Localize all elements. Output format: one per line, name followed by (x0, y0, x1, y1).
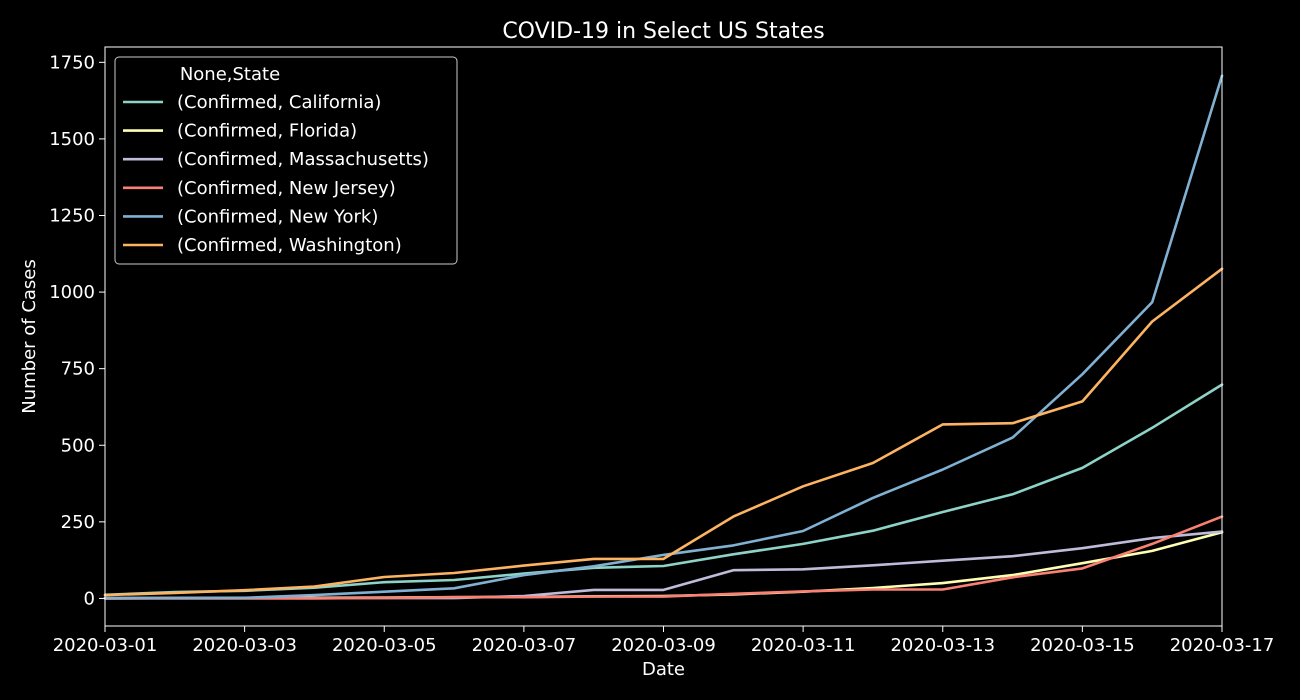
y-axis-title: Number of Cases (19, 259, 40, 414)
axes: 0 250 500 750 1000 1250 1500 1750 2020-03-01 2020… (19, 46, 1275, 680)
x-tick-label-8: 2020-03-17 (1170, 635, 1275, 656)
legend-entry-1: (Confirmed, Florida) (177, 121, 357, 142)
legend: None,State (Confirmed, California) (Confir… (114, 56, 458, 265)
series-lines (103, 74, 1224, 600)
legend-entry-3: (Confirmed, New Jersey) (177, 178, 396, 199)
y-tick-label-3: 750 (61, 359, 95, 380)
y-tick-label-0: 0 (84, 588, 95, 609)
x-tick-label-4: 2020-03-09 (611, 635, 716, 656)
legend-entry-4: (Confirmed, New York) (177, 206, 378, 227)
chart-title: COVID-19 in Select US States (502, 19, 824, 44)
y-tick-label-5: 1250 (49, 205, 95, 226)
legend-entry-2: (Confirmed, Massachusetts) (177, 149, 429, 170)
x-tick-label-6: 2020-03-13 (890, 635, 995, 656)
legend-entry-0: (Confirmed, California) (177, 92, 381, 113)
x-tick-label-2: 2020-03-05 (332, 635, 437, 656)
series-line-5 (103, 267, 1224, 597)
x-tick-label-0: 2020-03-01 (53, 635, 158, 656)
y-tick-label-6: 1500 (49, 129, 95, 150)
y-tick-label-2: 500 (61, 435, 95, 456)
title-layer: COVID-19 in Select US States (502, 19, 824, 44)
y-tick-label-1: 250 (61, 512, 95, 533)
x-tick-label-5: 2020-03-11 (751, 635, 856, 656)
legend-box (114, 56, 458, 265)
x-tick-label-7: 2020-03-15 (1030, 635, 1135, 656)
legend-entry-5: (Confirmed, Washington) (177, 235, 402, 256)
x-axis-title: Date (642, 659, 685, 680)
x-tick-label-3: 2020-03-07 (472, 635, 577, 656)
y-tick-label-7: 1750 (49, 52, 95, 73)
series-line-3 (103, 515, 1224, 600)
legend-title: None,State (180, 64, 280, 85)
x-tick-label-1: 2020-03-03 (192, 635, 297, 656)
series-line-0 (103, 383, 1224, 597)
y-tick-label-4: 1000 (49, 282, 95, 303)
